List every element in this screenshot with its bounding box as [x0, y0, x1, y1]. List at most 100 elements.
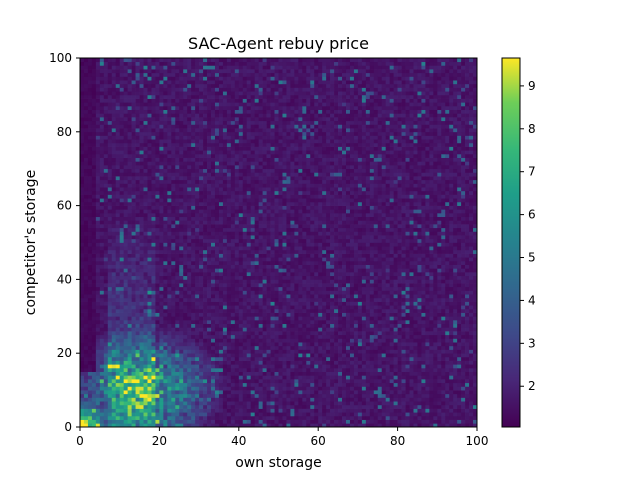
heatmap-cell	[262, 102, 267, 107]
heatmap-cell	[246, 283, 252, 288]
heatmap-cell	[95, 98, 101, 103]
heatmap-cell	[242, 290, 248, 295]
heatmap-cell	[258, 58, 263, 63]
heatmap-cell	[258, 209, 263, 214]
heatmap-cell	[254, 80, 259, 85]
heatmap-cell	[266, 408, 271, 413]
heatmap-cell	[246, 142, 252, 147]
heatmap-cell	[127, 308, 132, 313]
heatmap-cell	[115, 415, 121, 420]
heatmap-cell	[242, 91, 248, 96]
heatmap-cell	[111, 249, 117, 254]
heatmap-cell	[99, 165, 105, 170]
heatmap-cell	[139, 272, 144, 277]
heatmap-cell	[246, 150, 252, 155]
heatmap-cell	[242, 98, 248, 103]
heatmap-cell	[115, 272, 121, 277]
heatmap-cell	[226, 76, 232, 81]
heatmap-cell	[139, 415, 144, 420]
heatmap-cell	[254, 382, 259, 387]
heatmap-cell	[143, 345, 148, 350]
heatmap-cell	[107, 102, 113, 107]
heatmap-cell	[270, 235, 275, 240]
heatmap-cell	[99, 201, 105, 206]
heatmap-cell	[179, 139, 184, 144]
heatmap-cell	[115, 275, 121, 280]
heatmap-cell	[242, 61, 248, 66]
heatmap-cell	[234, 165, 240, 170]
heatmap-cell	[135, 308, 140, 313]
heatmap-cell	[151, 131, 156, 136]
heatmap-cell	[270, 323, 275, 328]
heatmap-cell	[151, 419, 156, 424]
heatmap-cell	[107, 128, 113, 133]
heatmap-cell	[187, 194, 192, 199]
heatmap-cell	[258, 109, 263, 114]
heatmap-cell	[207, 242, 212, 247]
heatmap-cell	[226, 301, 232, 306]
heatmap-cell	[222, 272, 228, 277]
heatmap-cell	[254, 327, 259, 332]
heatmap-cell	[139, 161, 144, 166]
heatmap-cell	[250, 142, 256, 147]
heatmap-cell	[135, 80, 140, 85]
heatmap-cell	[139, 286, 144, 291]
heatmap-cell	[266, 371, 271, 376]
heatmap-cell	[179, 153, 184, 158]
heatmap-cell	[127, 131, 132, 136]
heatmap-cell	[175, 212, 180, 218]
heatmap-cell	[135, 386, 140, 391]
heatmap-cell	[183, 305, 188, 310]
heatmap-cell	[254, 308, 259, 313]
heatmap-cell	[80, 72, 85, 77]
heatmap-cell	[159, 319, 164, 325]
heatmap-cell	[123, 183, 128, 188]
heatmap-cell	[218, 91, 224, 96]
heatmap-cell	[143, 161, 148, 166]
heatmap-cell	[246, 105, 252, 111]
heatmap-cell	[195, 327, 200, 332]
heatmap-cell	[159, 386, 164, 391]
heatmap-cell	[175, 216, 180, 221]
heatmap-cell	[87, 386, 93, 391]
heatmap-cell	[103, 323, 109, 328]
heatmap-cell	[262, 360, 267, 365]
heatmap-cell	[183, 249, 188, 254]
heatmap-cell	[242, 150, 248, 155]
heatmap-cell	[266, 260, 271, 265]
heatmap-cell	[123, 98, 128, 103]
heatmap-cell	[159, 397, 164, 402]
heatmap-cell	[254, 194, 259, 199]
heatmap-cell	[127, 397, 132, 402]
heatmap-cell	[238, 353, 244, 358]
heatmap-cell	[143, 279, 148, 284]
heatmap-cell	[99, 279, 105, 284]
heatmap-cell	[218, 272, 224, 277]
heatmap-cell	[151, 224, 156, 229]
heatmap-cell	[87, 216, 93, 221]
heatmap-cell	[163, 342, 168, 347]
heatmap-cell	[143, 393, 148, 398]
heatmap-cell	[179, 246, 184, 251]
heatmap-cell	[246, 235, 252, 240]
heatmap-cell	[111, 190, 117, 195]
heatmap-cell	[191, 327, 196, 332]
heatmap-cell	[195, 94, 200, 99]
heatmap-cell	[254, 379, 259, 384]
heatmap-cell	[195, 246, 200, 251]
heatmap-cell	[254, 349, 259, 354]
heatmap-cell	[214, 128, 220, 133]
heatmap-cell	[222, 386, 228, 391]
heatmap-cell	[234, 117, 240, 122]
heatmap-cell	[151, 187, 156, 192]
heatmap-cell	[183, 161, 188, 166]
heatmap-cell	[203, 290, 208, 295]
heatmap-cell	[135, 423, 140, 428]
heatmap-cell	[214, 342, 220, 347]
heatmap-cell	[246, 76, 252, 81]
heatmap-cell	[111, 183, 117, 188]
heatmap-cell	[254, 323, 259, 328]
heatmap-cell	[199, 205, 204, 210]
heatmap-cell	[171, 268, 176, 273]
heatmap-cell	[195, 312, 200, 317]
